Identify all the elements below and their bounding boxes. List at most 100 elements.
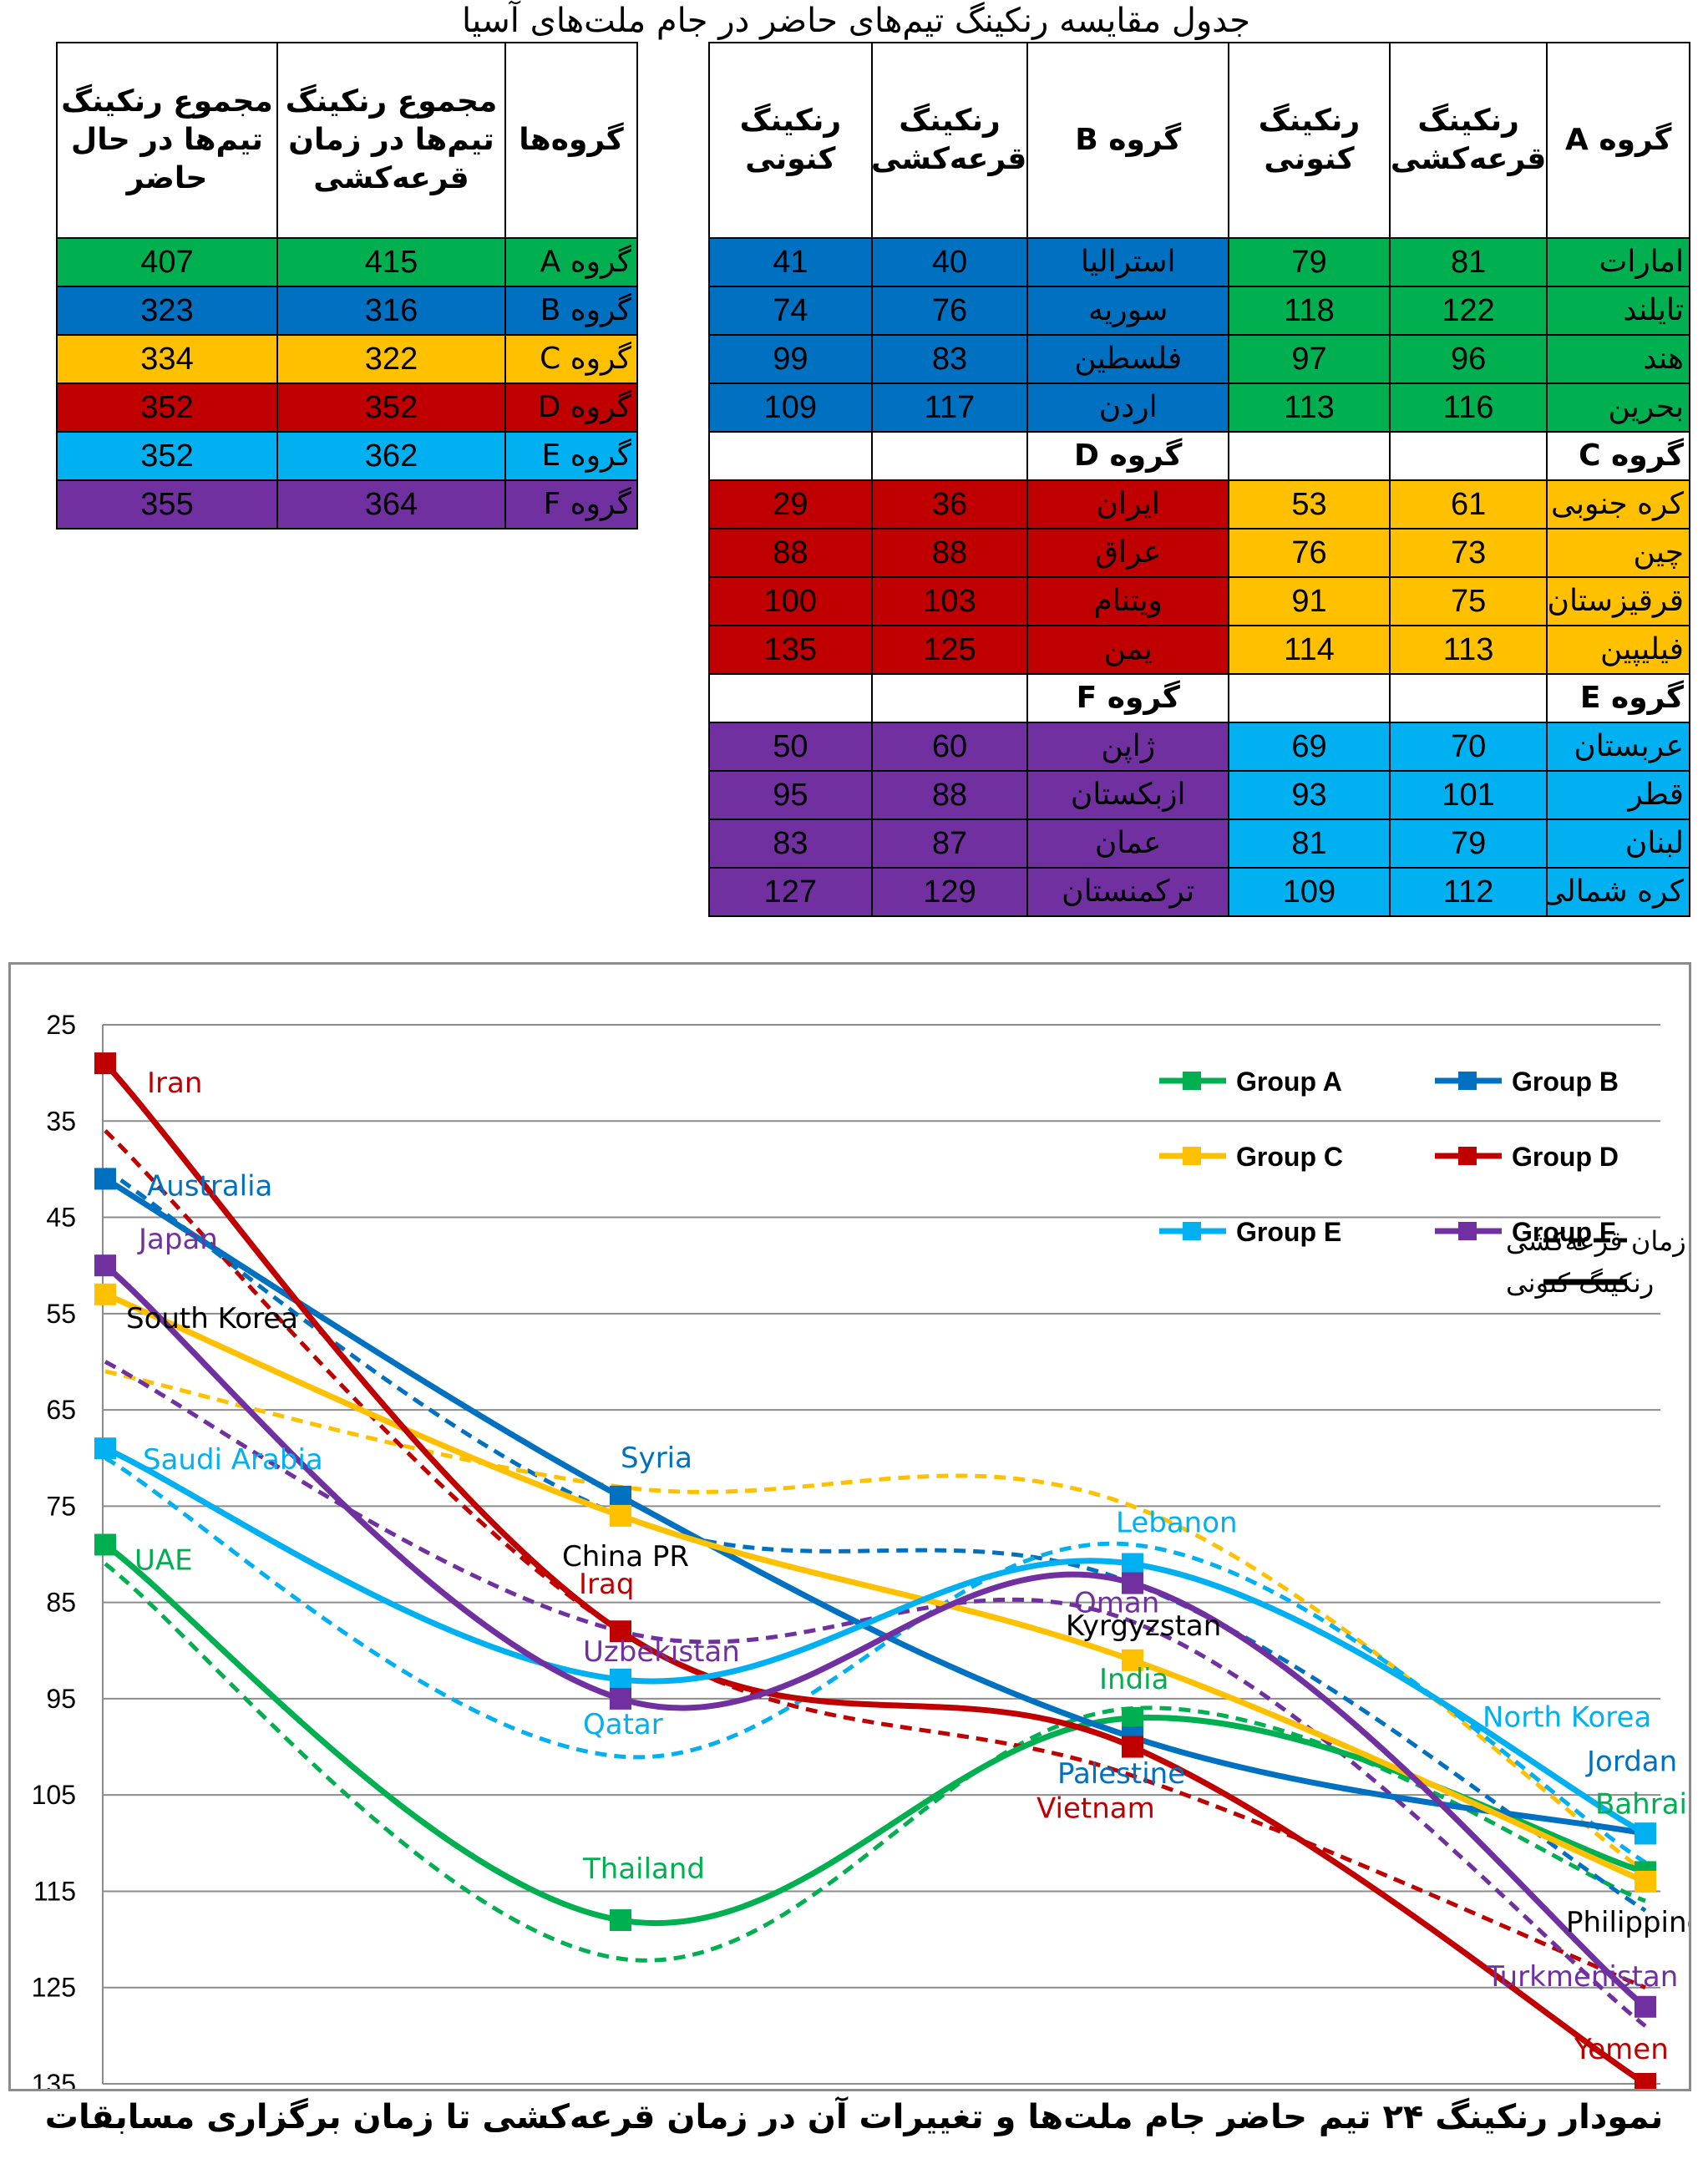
data-point-marker <box>1635 1870 1656 1893</box>
team-name: عمان <box>1026 818 1230 869</box>
team-name: یمن <box>1026 625 1230 675</box>
group-name: گروه E <box>504 431 638 481</box>
data-point-marker <box>1635 1822 1656 1845</box>
group-name: گروه F <box>504 479 638 530</box>
team-data-label: Saudi Arabia <box>143 1443 323 1477</box>
data-point-marker <box>94 1168 116 1190</box>
empty-cell <box>1388 431 1548 481</box>
legend-marker <box>1183 1147 1201 1165</box>
team-name: ایران <box>1026 479 1230 530</box>
current-rank: 88 <box>708 528 873 578</box>
current-rank: 109 <box>1228 867 1391 917</box>
table-row: فیلیپین 113 114 یمن 125 135 <box>708 625 1690 675</box>
draw-rank: 88 <box>870 528 1029 578</box>
legend-label: Group C <box>1236 1142 1343 1172</box>
team-data-label: India <box>1099 1663 1168 1696</box>
team-data-label: Bahrain <box>1595 1787 1689 1821</box>
y-tick-label: 65 <box>46 1395 76 1425</box>
group-label: گروه C <box>1546 431 1690 481</box>
current-rank: 81 <box>1228 818 1391 869</box>
group-ranking-body: امارات 81 79 استرالیا 40 41 تایلند 122 118 سوریه 7… <box>708 237 1690 917</box>
y-tick-label: 25 <box>46 1010 76 1040</box>
current-rank: 99 <box>708 334 873 384</box>
current-rank: 29 <box>708 479 873 530</box>
empty-cell <box>1228 431 1391 481</box>
table-row: تایلند 122 118 سوریه 76 74 <box>708 286 1690 336</box>
legend-marker <box>1458 1072 1477 1090</box>
current-rank: 135 <box>708 625 873 675</box>
table-row: کره شمالی 112 109 ترکمنستان 129 127 <box>708 867 1690 917</box>
data-point-marker <box>610 1485 631 1508</box>
legend-label: Group E <box>1236 1217 1341 1247</box>
current-rank: 53 <box>1228 479 1391 530</box>
team-name: هند <box>1546 334 1690 384</box>
group-label: گروه E <box>1546 673 1690 723</box>
current-rank: 118 <box>1228 286 1391 336</box>
group-header-row: گروه E گروه F <box>708 673 1690 723</box>
team-name: استرالیا <box>1026 237 1230 287</box>
table-row: چین 73 76 عراق 88 88 <box>708 528 1690 578</box>
team-name: فیلیپین <box>1546 625 1690 675</box>
group-name: گروه C <box>504 334 638 384</box>
sum-draw: 362 <box>276 431 506 481</box>
team-data-label: Palestine <box>1057 1757 1185 1791</box>
draw-rank-line-group-f <box>104 1360 1647 2028</box>
data-point-marker <box>1122 1649 1143 1671</box>
sum-draw: 352 <box>276 383 506 433</box>
current-rank: 74 <box>708 286 873 336</box>
ranking-chart: 25 35 45 55 65 75 85 95 105 115 125 135 UAE Thailand I… <box>8 962 1691 2091</box>
draw-rank: 113 <box>1388 625 1548 675</box>
group-ranking-table: گروه A رنکینگ قرعه‌کشی رنکینگ کنونی گروه… <box>708 42 1690 917</box>
legend-marker <box>1458 1222 1477 1240</box>
team-data-label: China PR <box>562 1540 689 1574</box>
sum-now: 334 <box>56 334 278 384</box>
group-sum-table: گروه‌ها مجموع رنکینگ تیم‌ها در زمان قرعه… <box>56 42 638 530</box>
team-data-label: Vietnam <box>1036 1792 1155 1826</box>
draw-rank: 40 <box>870 237 1029 287</box>
draw-rank: 117 <box>870 383 1029 433</box>
table-row: بحرین 116 113 اردن 117 109 <box>708 383 1690 433</box>
table-row: امارات 81 79 استرالیا 40 41 <box>708 237 1690 287</box>
draw-rank: 96 <box>1388 334 1548 384</box>
team-data-label: Lebanon <box>1116 1507 1238 1540</box>
team-name: اردن <box>1026 383 1230 433</box>
team-data-label: Iran <box>147 1067 202 1100</box>
data-point-marker <box>1122 1706 1143 1729</box>
table-row: کره جنوبی 61 53 ایران 36 29 <box>708 479 1690 530</box>
empty-cell <box>1228 673 1391 723</box>
current-rank: 93 <box>1228 770 1391 820</box>
draw-rank: 112 <box>1388 867 1548 917</box>
group-name: گروه D <box>504 383 638 433</box>
draw-rank: 60 <box>870 722 1029 772</box>
draw-rank: 129 <box>870 867 1029 917</box>
y-tick-label: 35 <box>46 1106 76 1136</box>
data-point-marker <box>610 1620 631 1643</box>
y-tick-label: 95 <box>46 1684 76 1714</box>
current-rank-line-group-a <box>103 1542 1647 1927</box>
team-data-label: Philippines <box>1566 1906 1689 1939</box>
draw-rank-line-group-d <box>104 1129 1646 1990</box>
team-name: کره شمالی <box>1546 867 1690 917</box>
sum-draw: 322 <box>276 334 506 384</box>
data-point-marker <box>1635 2073 1656 2089</box>
sum-draw: 364 <box>276 479 506 530</box>
team-name: کره جنوبی <box>1546 479 1690 530</box>
team-data-label: Japan <box>137 1223 218 1256</box>
current-rank: 83 <box>708 818 873 869</box>
y-tick-label: 125 <box>32 1973 76 2003</box>
header-current-rank: رنکینگ کنونی <box>708 42 873 239</box>
draw-rank: 70 <box>1388 722 1548 772</box>
sum-now: 352 <box>56 431 278 481</box>
y-tick-label: 135 <box>32 2069 76 2089</box>
table-row: گروه C 322 334 <box>56 334 638 384</box>
current-rank-line-group-d <box>103 1061 1647 2086</box>
sum-now: 352 <box>56 383 278 433</box>
data-point-marker <box>94 1533 116 1556</box>
data-point-marker <box>94 1254 116 1277</box>
current-rank: 95 <box>708 770 873 820</box>
team-name: ژاپن <box>1026 722 1230 772</box>
team-name: ازبکستان <box>1026 770 1230 820</box>
legend-style-label: رنکینگ در زمان قرعه‌کشی <box>1506 1225 1689 1257</box>
current-rank: 69 <box>1228 722 1391 772</box>
group-header-row: گروه C گروه D <box>708 431 1690 481</box>
